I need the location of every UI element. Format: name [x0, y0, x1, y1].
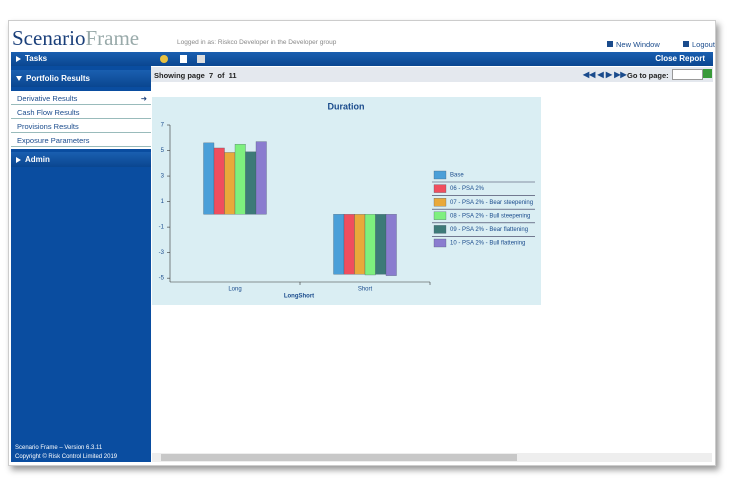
bar — [203, 142, 215, 215]
bar — [213, 147, 225, 215]
copyright: Copyright © Risk Control Limited 2019 — [15, 454, 118, 460]
legend-swatch — [433, 238, 447, 248]
logo-second: Frame — [85, 26, 140, 50]
portfolio-label[interactable]: Portfolio Results — [26, 74, 91, 83]
legend-label: 08 - PSA 2% - Bull steepening — [450, 213, 530, 219]
new-window[interactable]: New Window — [607, 40, 660, 49]
menu-item[interactable]: Derivative Results ➜ — [11, 92, 151, 105]
y-tick-label: -1 — [159, 225, 165, 231]
new-window-label[interactable]: New Window — [616, 40, 660, 49]
version: Scenario Frame – Version 6.3.11 — [15, 445, 103, 451]
export-icon[interactable] — [180, 55, 187, 63]
logout-label[interactable]: Logout — [692, 40, 715, 49]
menu-label[interactable]: Derivative Results — [17, 94, 78, 103]
bar — [224, 152, 236, 215]
print-icon[interactable] — [197, 55, 205, 63]
pager-text: Showing page 7 of 11 — [154, 71, 237, 80]
pager: Showing page 7 of 11 ◀◀ ◀ ▶ ▶▶ Go to pag… — [151, 67, 713, 82]
bar — [343, 214, 355, 275]
legend-label: 07 - PSA 2% - Bear steepening — [450, 200, 533, 206]
pager-showing: Showing page — [154, 71, 205, 80]
y-tick-label: -3 — [159, 250, 165, 256]
portfolio-header[interactable]: Portfolio Results — [11, 70, 151, 87]
y-tick-label: 3 — [161, 174, 165, 180]
x-tick-label: Long — [228, 287, 241, 293]
legend-label: 06 - PSA 2% — [450, 186, 485, 192]
legend-label: 10 - PSA 2% - Bull flattening — [450, 241, 525, 247]
logout[interactable]: Logout — [683, 40, 715, 49]
pager-total: 11 — [228, 71, 237, 80]
admin-label[interactable]: Admin — [25, 155, 50, 164]
legend-swatch — [433, 211, 447, 220]
toolbar: Close Report — [151, 52, 713, 66]
login-text: Logged in as: Riskco Developer in the De… — [177, 39, 337, 46]
legend-swatch — [433, 225, 447, 234]
bar — [375, 214, 387, 275]
x-axis-label: LongShort — [284, 294, 314, 300]
close-report[interactable]: Close Report — [655, 54, 705, 63]
x-tick-label: Short — [358, 287, 373, 293]
menu-item[interactable]: Exposure Parameters — [11, 134, 151, 147]
scrollbar[interactable] — [152, 453, 712, 462]
bar — [364, 214, 376, 276]
chart-title: Duration — [328, 101, 365, 111]
menu-label[interactable]: Exposure Parameters — [17, 136, 90, 145]
legend-label: 09 - PSA 2% - Bear flattening — [450, 227, 528, 233]
logo: ScenarioFrame — [12, 26, 139, 51]
legend-label: Base — [450, 173, 464, 179]
bar — [333, 214, 345, 275]
y-tick-label: -5 — [159, 276, 165, 282]
admin-header[interactable]: Admin — [11, 152, 151, 167]
go-to-label: Go to page: — [627, 71, 669, 80]
bar — [255, 141, 267, 215]
tasks-label[interactable]: Tasks — [25, 54, 48, 63]
legend-swatch — [433, 198, 447, 207]
y-tick-label: 1 — [161, 199, 165, 205]
pager-of: of — [217, 71, 225, 80]
y-tick-label: 5 — [161, 148, 165, 154]
legend-swatch — [433, 184, 447, 193]
menu-item[interactable]: Cash Flow Results — [11, 106, 151, 119]
scroll-thumb[interactable] — [161, 454, 517, 461]
logo-main: Scenario — [12, 26, 86, 50]
nav-buttons[interactable]: ◀◀ ◀ ▶ ▶▶ — [583, 70, 627, 79]
pager-page: 7 — [209, 71, 214, 80]
bar — [354, 214, 366, 275]
bar — [385, 214, 397, 276]
legend-swatch — [433, 170, 447, 180]
go-button[interactable] — [703, 69, 712, 78]
menu-label[interactable]: Provisions Results — [17, 122, 79, 131]
bar — [245, 151, 257, 215]
menu-item[interactable]: Provisions Results — [11, 120, 151, 133]
bar — [234, 143, 246, 215]
tasks-header[interactable]: Tasks — [11, 52, 151, 66]
menu-label[interactable]: Cash Flow Results — [17, 108, 80, 117]
page-input[interactable] — [672, 69, 703, 80]
y-tick-label: 7 — [161, 123, 165, 129]
settings-icon[interactable] — [160, 55, 168, 63]
